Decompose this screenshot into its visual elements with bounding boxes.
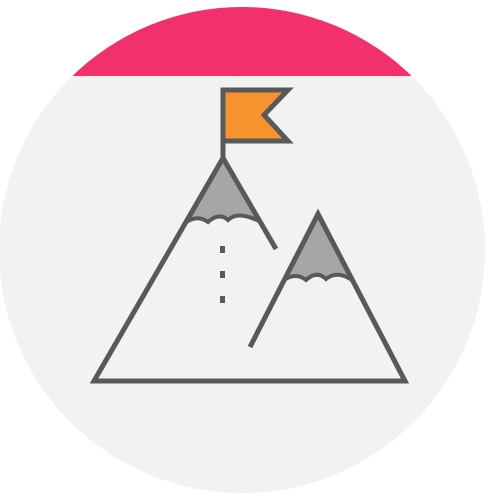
trail-dot — [220, 271, 225, 278]
small-mountain-snow-cap — [284, 214, 352, 280]
trail-dot — [220, 246, 225, 253]
small-mountain-snow-line — [282, 272, 354, 283]
big-mountain-snow-line — [183, 213, 262, 225]
big-mountain-snow-cap — [185, 158, 261, 223]
background-circle — [0, 7, 485, 493]
top-band — [0, 7, 485, 76]
trail-dot — [220, 296, 225, 303]
big-mountain-outline — [89, 153, 410, 384]
flag-icon — [220, 87, 294, 144]
